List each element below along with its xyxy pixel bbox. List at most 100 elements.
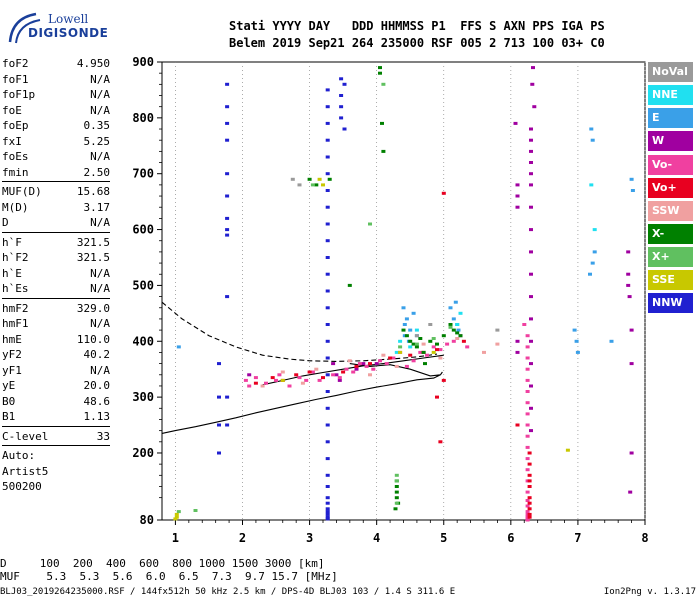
y-tick-label: 700 bbox=[132, 167, 154, 181]
echo-point-voplus bbox=[527, 501, 532, 505]
echo-point-w bbox=[529, 406, 533, 410]
echo-point-e bbox=[609, 339, 614, 343]
legend-item-voplus: Vo+ bbox=[648, 177, 693, 198]
echo-point-nne bbox=[458, 311, 463, 315]
legend-item-nne: NNE bbox=[648, 85, 693, 106]
echo-point-nnw bbox=[325, 138, 330, 142]
param-value: 40.2 bbox=[83, 348, 111, 361]
x-tick-label: 6 bbox=[507, 531, 514, 545]
echo-point-vominus bbox=[351, 370, 356, 374]
echo-point-voplus bbox=[408, 353, 413, 357]
echo-point-w bbox=[374, 362, 379, 366]
echo-point-xminus bbox=[411, 342, 416, 346]
echo-point-vominus bbox=[411, 359, 416, 363]
param-name: M(D) bbox=[2, 200, 29, 214]
echo-point-e bbox=[589, 127, 594, 131]
echo-point-xminus bbox=[314, 183, 319, 187]
y-tick-label: 400 bbox=[132, 334, 154, 348]
echo-point-ssw bbox=[260, 384, 265, 388]
echo-point-vominus bbox=[525, 499, 530, 502]
autoscaling-auto-label: Auto: bbox=[2, 449, 36, 462]
echo-point-e bbox=[402, 323, 407, 326]
echo-point-nnw bbox=[325, 155, 330, 159]
echo-point-nnw bbox=[217, 362, 221, 366]
echo-point-nnw bbox=[225, 216, 230, 220]
echo-point-xminus bbox=[408, 339, 413, 343]
echo-point-w bbox=[529, 339, 533, 343]
param-row: yE 20.0 bbox=[2, 378, 110, 394]
echo-point-nnw bbox=[225, 233, 230, 237]
echo-point-w bbox=[354, 367, 359, 371]
echo-point-e bbox=[453, 300, 458, 304]
echo-point-xminus bbox=[455, 331, 460, 335]
echo-point-noval bbox=[428, 323, 433, 326]
param-value: 0.35 bbox=[83, 119, 111, 132]
echo-point-w bbox=[626, 250, 631, 254]
echo-point-nnw bbox=[325, 121, 330, 125]
echo-point-ssw bbox=[455, 337, 460, 340]
echo-point-xminus bbox=[421, 350, 426, 354]
param-row: h`Es N/A bbox=[2, 281, 110, 297]
y-tick-label: 900 bbox=[132, 55, 154, 69]
echo-point-e bbox=[592, 250, 597, 254]
echo-point-vominus bbox=[404, 364, 409, 368]
echo-point-voplus bbox=[515, 423, 520, 427]
echo-point-nnw bbox=[325, 440, 330, 444]
echo-point-nnw bbox=[325, 501, 330, 505]
echo-point-e bbox=[408, 328, 413, 332]
echo-point-sse bbox=[174, 512, 179, 516]
echo-point-xminus bbox=[394, 490, 399, 494]
echo-point-nne bbox=[394, 350, 399, 354]
echo-point-xminus bbox=[441, 334, 446, 338]
echo-point-ssw bbox=[381, 353, 386, 357]
param-value: 1.13 bbox=[83, 410, 111, 423]
echo-point-nnw bbox=[225, 138, 230, 142]
profile-curve-dashed bbox=[161, 301, 438, 362]
echo-point-xplus bbox=[448, 325, 453, 329]
echo-point-w bbox=[529, 172, 533, 176]
echo-point-vominus bbox=[438, 348, 443, 352]
echo-point-xplus bbox=[193, 509, 198, 512]
echo-point-nnw bbox=[325, 289, 330, 293]
echo-point-voplus bbox=[527, 512, 532, 516]
echo-point-w bbox=[529, 250, 533, 254]
echo-point-xplus bbox=[368, 222, 372, 226]
param-value: 3.17 bbox=[83, 200, 111, 214]
echo-point-vominus bbox=[357, 362, 362, 366]
logo-digisonde: DIGISONDE bbox=[28, 26, 109, 40]
param-value: 33 bbox=[96, 429, 110, 443]
echo-point-e bbox=[630, 189, 635, 192]
echo-point-sse bbox=[280, 378, 285, 382]
param-row: foF2 4.950 bbox=[2, 56, 110, 72]
param-row: fmin 2.50 bbox=[2, 165, 110, 181]
echo-point-w bbox=[361, 362, 366, 366]
station-header: Stati YYYY DAY DDD HHMMSS P1 FFS S AXN P… bbox=[229, 18, 605, 52]
echo-point-vominus bbox=[525, 345, 530, 349]
param-value: N/A bbox=[90, 363, 110, 377]
echo-point-w bbox=[515, 183, 520, 187]
echo-point-voplus bbox=[461, 339, 466, 343]
echo-point-w bbox=[515, 194, 520, 198]
echo-point-w bbox=[626, 272, 631, 276]
echo-point-vominus bbox=[525, 390, 530, 393]
legend-item-noval: NoVal bbox=[648, 62, 693, 82]
x-tick-label: 7 bbox=[574, 531, 581, 545]
echo-point-vominus bbox=[522, 323, 527, 326]
echo-point-nnw bbox=[325, 473, 330, 477]
echo-point-w bbox=[531, 66, 535, 70]
echo-point-nnw bbox=[225, 423, 230, 427]
param-value: 4.950 bbox=[76, 57, 110, 70]
plot-frame bbox=[161, 61, 646, 521]
echo-point-nnw bbox=[225, 194, 230, 198]
echo-point-nnw bbox=[225, 295, 230, 299]
muf-row: MUF 5.3 5.3 5.6 6.0 6.5 7.3 9.7 15.7 [MH… bbox=[0, 570, 338, 583]
echo-point-xminus bbox=[380, 121, 384, 125]
echo-point-w bbox=[529, 127, 533, 131]
echo-point-vominus bbox=[317, 378, 322, 382]
autoscaling-artist: Artist5 bbox=[2, 464, 49, 478]
param-row: M(D) 3.17 bbox=[2, 200, 110, 216]
echo-point-nnw bbox=[325, 356, 330, 360]
header-labels: Stati YYYY DAY DDD HHMMSS P1 FFS S AXN P… bbox=[229, 19, 605, 33]
echo-point-voplus bbox=[368, 362, 372, 366]
echo-point-voplus bbox=[527, 462, 532, 466]
